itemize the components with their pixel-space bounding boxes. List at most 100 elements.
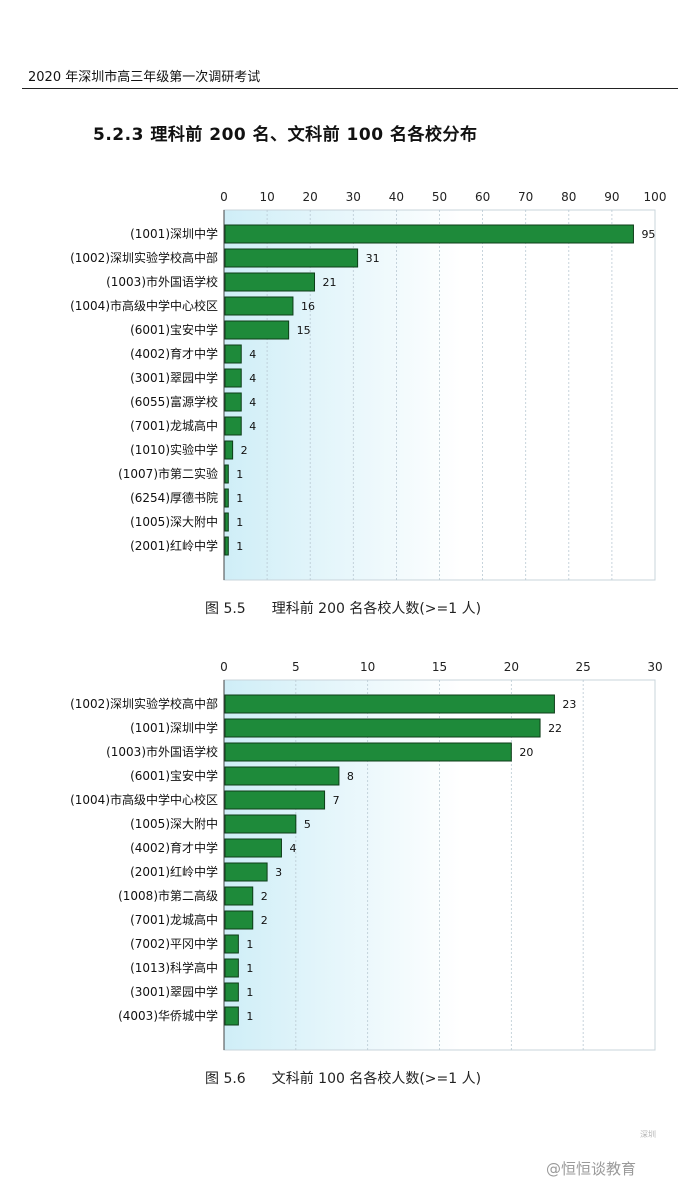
data-label: 1 [246, 962, 253, 975]
tick-label: 30 [346, 190, 361, 204]
category-label: (1010)实验中学 [130, 442, 218, 457]
bar [224, 296, 294, 316]
data-label: 1 [236, 468, 243, 481]
tick-label: 100 [644, 190, 667, 204]
tick-label: 70 [518, 190, 533, 204]
category-label: (6001)宝安中学 [130, 322, 218, 337]
data-label: 1 [236, 516, 243, 529]
category-label: (1004)市高级中学中心校区 [70, 298, 218, 313]
data-label: 5 [304, 818, 311, 831]
watermark: @恒恒谈教育 [546, 1160, 637, 1178]
bar [224, 1006, 239, 1026]
chart-arts-top100: 0 5 10 15 20 25 30(1002)深圳实验学校高中部 23(1001)深圳中学 2… [70, 660, 663, 1051]
caption-text: 理科前 200 名各校人数(>=1 人) [271, 601, 482, 617]
tick-label: 10 [259, 190, 274, 204]
data-label: 8 [347, 770, 354, 783]
data-label: 95 [641, 228, 655, 241]
bar [224, 320, 290, 340]
bar [224, 718, 541, 738]
bar [224, 766, 340, 786]
data-label: 7 [333, 794, 340, 807]
bar [224, 464, 229, 484]
data-label: 1 [246, 986, 253, 999]
tick-label: 0 [220, 660, 228, 674]
bar [224, 934, 239, 954]
caption-number: 图 5.6 [205, 1071, 246, 1087]
category-label: (3001)翠园中学 [130, 984, 218, 999]
category-label: (7002)平冈中学 [130, 936, 218, 951]
bar [224, 958, 239, 978]
tick-label: 10 [360, 660, 375, 674]
category-label: (1001)深圳中学 [130, 720, 218, 735]
bar [224, 224, 634, 244]
tick-label: 30 [647, 660, 662, 674]
bar [224, 512, 229, 532]
category-label: (4002)育才中学 [130, 346, 218, 361]
bar [224, 488, 229, 508]
chart-science-top200: 0 10 20 30 40 50 60 70 80 90 100 (1001)深圳中学 95 (1002)… [70, 190, 667, 581]
bar [224, 862, 268, 882]
data-label: 3 [275, 866, 282, 879]
category-label: (2001)红岭中学 [130, 864, 218, 879]
bar [224, 248, 359, 268]
category-label: (7001)龙城高中 [130, 912, 218, 927]
data-label: 1 [236, 540, 243, 553]
category-label: (7001)龙城高中 [130, 418, 218, 433]
section-title: 5.2.3 理科前 200 名、文科前 100 名各校分布 [93, 125, 478, 145]
category-label: (6055)富源学校 [130, 394, 218, 409]
data-label: 2 [241, 444, 248, 457]
bar [224, 344, 242, 364]
tick-label: 20 [303, 190, 318, 204]
bar [224, 392, 242, 412]
tick-label: 5 [292, 660, 300, 674]
header-divider [22, 88, 678, 89]
tick-label: 20 [504, 660, 519, 674]
category-label: (1007)市第二实验 [118, 466, 218, 481]
tick-label: 60 [475, 190, 490, 204]
data-label: 4 [289, 842, 296, 855]
data-label: 21 [323, 276, 337, 289]
bar [224, 742, 512, 762]
category-label: (1002)深圳实验学校高中部 [70, 250, 218, 265]
bar [224, 982, 239, 1002]
tick-label: 80 [561, 190, 576, 204]
category-label: (6254)厚德书院 [130, 490, 218, 505]
data-label: 1 [246, 1010, 253, 1023]
category-label: (2001)红岭中学 [130, 538, 218, 553]
watermark-logo: 深圳 [640, 1130, 656, 1139]
data-label: 23 [562, 698, 576, 711]
category-label: (1005)深大附中 [130, 514, 218, 529]
figure-caption-5-6: 图 5.6 文科前 100 名各校人数(>=1 人) [205, 1068, 481, 1088]
bar [224, 368, 242, 388]
figure-caption-5-5: 图 5.5 理科前 200 名各校人数(>=1 人) [205, 598, 481, 618]
category-label: (1003)市外国语学校 [106, 274, 218, 289]
bar [224, 886, 254, 906]
bar [224, 910, 254, 930]
tick-label: 25 [576, 660, 591, 674]
page-header: 2020 年深圳市高三年级第一次调研考试 [28, 70, 261, 85]
bar [224, 838, 282, 858]
tick-label: 0 [220, 190, 228, 204]
category-label: (1003)市外国语学校 [106, 744, 218, 759]
data-label: 4 [249, 420, 256, 433]
category-label: (1005)深大附中 [130, 816, 218, 831]
category-label: (1001)深圳中学 [130, 226, 218, 241]
bar [224, 694, 555, 714]
category-label: (1008)市第二高级 [118, 888, 218, 903]
tick-label: 40 [389, 190, 404, 204]
data-label: 22 [548, 722, 562, 735]
data-label: 2 [261, 890, 268, 903]
caption-text: 文科前 100 名各校人数(>=1 人) [271, 1071, 482, 1087]
tick-label: 50 [432, 190, 447, 204]
category-label: (1013)科学高中 [130, 960, 218, 975]
bar [224, 536, 229, 556]
bar [224, 440, 234, 460]
data-label: 15 [297, 324, 311, 337]
data-label: 31 [366, 252, 380, 265]
tick-label: 90 [604, 190, 619, 204]
category-label: (1002)深圳实验学校高中部 [70, 696, 218, 711]
tick-label: 15 [432, 660, 447, 674]
data-label: 4 [249, 372, 256, 385]
bar [224, 790, 326, 810]
caption-number: 图 5.5 [205, 601, 246, 617]
